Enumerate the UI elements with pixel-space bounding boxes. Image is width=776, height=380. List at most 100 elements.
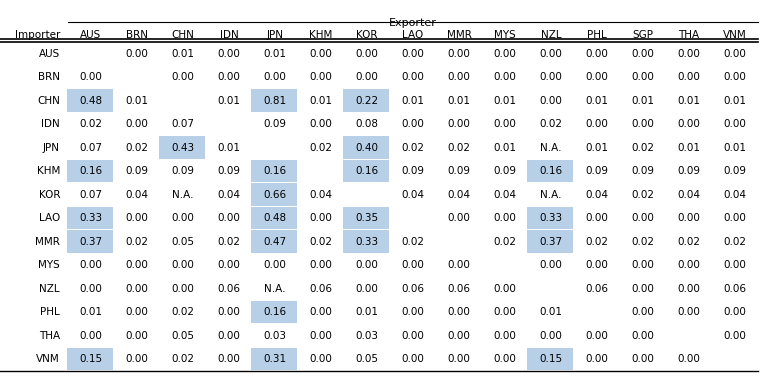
Text: 0.07: 0.07 (79, 190, 102, 200)
Text: 0.09: 0.09 (494, 166, 517, 176)
Text: IDN: IDN (220, 30, 238, 40)
Text: 0.02: 0.02 (632, 237, 654, 247)
Text: 0.00: 0.00 (494, 119, 517, 129)
Text: 0.01: 0.01 (310, 96, 332, 106)
Text: 0.04: 0.04 (448, 190, 470, 200)
Text: 0.16: 0.16 (79, 166, 102, 176)
Text: KOR: KOR (356, 30, 378, 40)
Text: 0.00: 0.00 (539, 331, 563, 341)
Text: 0.06: 0.06 (401, 284, 424, 294)
Bar (251, 183, 297, 206)
Bar (67, 230, 113, 252)
Text: 0.00: 0.00 (586, 260, 608, 270)
Text: 0.00: 0.00 (586, 213, 608, 223)
Text: 0.01: 0.01 (677, 143, 701, 153)
Text: 0.00: 0.00 (217, 49, 241, 59)
Text: 0.01: 0.01 (494, 143, 517, 153)
Text: 0.00: 0.00 (171, 72, 195, 82)
Bar (67, 347, 113, 370)
Text: 0.16: 0.16 (539, 166, 563, 176)
Text: AUS: AUS (39, 49, 60, 59)
Text: 0.00: 0.00 (539, 260, 563, 270)
Text: 0.16: 0.16 (263, 166, 286, 176)
Text: 0.00: 0.00 (677, 213, 701, 223)
Text: 0.00: 0.00 (310, 354, 332, 364)
Text: 0.02: 0.02 (79, 119, 102, 129)
Text: 0.06: 0.06 (586, 284, 608, 294)
Text: 0.01: 0.01 (79, 307, 102, 317)
Text: 0.00: 0.00 (264, 260, 286, 270)
Text: 0.00: 0.00 (401, 119, 424, 129)
Text: 0.02: 0.02 (217, 237, 241, 247)
Text: 0.00: 0.00 (632, 119, 654, 129)
Text: 0.02: 0.02 (677, 237, 701, 247)
Text: 0.03: 0.03 (264, 331, 286, 341)
Text: 0.00: 0.00 (494, 307, 517, 317)
Text: 0.05: 0.05 (171, 237, 195, 247)
Text: 0.01: 0.01 (586, 96, 608, 106)
Bar (343, 206, 389, 229)
Text: 0.00: 0.00 (310, 119, 332, 129)
Text: MMR: MMR (35, 237, 60, 247)
Text: 0.00: 0.00 (401, 331, 424, 341)
Text: 0.02: 0.02 (401, 143, 424, 153)
Text: 0.00: 0.00 (494, 213, 517, 223)
Text: Exporter: Exporter (389, 18, 437, 28)
Text: 0.00: 0.00 (539, 72, 563, 82)
Bar (251, 89, 297, 111)
Text: 0.00: 0.00 (539, 96, 563, 106)
Text: 0.33: 0.33 (539, 213, 563, 223)
Text: Importer: Importer (15, 30, 60, 40)
Text: 0.81: 0.81 (263, 96, 286, 106)
Text: 0.09: 0.09 (448, 166, 470, 176)
Bar (251, 230, 297, 252)
Text: 0.43: 0.43 (171, 143, 195, 153)
Text: 0.00: 0.00 (80, 72, 102, 82)
Text: 0.00: 0.00 (126, 331, 148, 341)
Text: IDN: IDN (41, 119, 60, 129)
Text: 0.00: 0.00 (723, 260, 747, 270)
Text: 0.00: 0.00 (448, 307, 470, 317)
Text: 0.00: 0.00 (310, 72, 332, 82)
Text: 0.00: 0.00 (723, 119, 747, 129)
Text: 0.01: 0.01 (723, 96, 747, 106)
Bar (527, 230, 573, 252)
Text: KHM: KHM (310, 30, 333, 40)
Text: 0.47: 0.47 (263, 237, 286, 247)
Text: 0.00: 0.00 (126, 213, 148, 223)
Text: 0.00: 0.00 (586, 331, 608, 341)
Text: 0.04: 0.04 (401, 190, 424, 200)
Text: 0.33: 0.33 (79, 213, 102, 223)
Text: 0.08: 0.08 (355, 119, 379, 129)
Text: 0.00: 0.00 (80, 284, 102, 294)
Text: MYS: MYS (494, 30, 516, 40)
Text: 0.00: 0.00 (448, 49, 470, 59)
Text: 0.02: 0.02 (171, 307, 195, 317)
Text: 0.00: 0.00 (723, 307, 747, 317)
Text: 0.09: 0.09 (723, 166, 747, 176)
Text: 0.01: 0.01 (539, 307, 563, 317)
Bar (251, 347, 297, 370)
Text: MYS: MYS (38, 260, 60, 270)
Text: 0.02: 0.02 (448, 143, 470, 153)
Text: N.A.: N.A. (540, 143, 562, 153)
Bar (251, 301, 297, 323)
Text: LAO: LAO (403, 30, 424, 40)
Text: 0.09: 0.09 (264, 119, 286, 129)
Text: 0.00: 0.00 (448, 119, 470, 129)
Text: JPN: JPN (43, 143, 60, 153)
Text: 0.01: 0.01 (632, 96, 654, 106)
Text: 0.00: 0.00 (448, 260, 470, 270)
Text: 0.09: 0.09 (401, 166, 424, 176)
Text: THA: THA (39, 331, 60, 341)
Text: 0.00: 0.00 (586, 49, 608, 59)
Text: 0.15: 0.15 (539, 354, 563, 364)
Text: 0.00: 0.00 (632, 213, 654, 223)
Text: 0.02: 0.02 (401, 237, 424, 247)
Text: 0.00: 0.00 (494, 331, 517, 341)
Bar (527, 347, 573, 370)
Text: 0.22: 0.22 (355, 96, 379, 106)
Text: MMR: MMR (446, 30, 472, 40)
Text: 0.33: 0.33 (355, 237, 379, 247)
Text: 0.00: 0.00 (217, 213, 241, 223)
